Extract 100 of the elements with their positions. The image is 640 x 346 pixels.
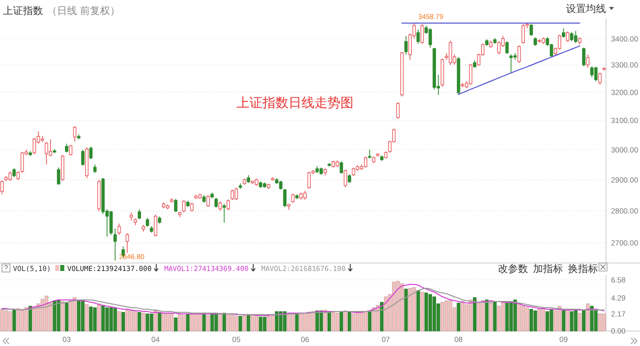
candlestick [48,138,52,157]
bar [501,302,505,332]
bar [218,312,222,332]
bar [444,300,448,332]
bar [472,297,476,332]
bar [521,306,525,332]
candlestick [69,144,72,156]
bar [287,312,291,332]
bar [24,307,28,332]
bar [138,312,142,332]
bar [8,311,12,332]
bar [93,307,97,332]
bar [509,301,513,332]
bar [12,308,16,332]
bar [238,316,242,332]
bar [146,314,150,332]
bar [178,314,182,332]
candlestick [509,54,513,74]
candlestick [530,24,533,36]
bar [113,307,117,332]
candlestick [420,24,424,44]
candlestick [428,28,432,48]
candlestick [8,171,12,182]
bar [234,316,238,332]
candlestick [344,169,348,188]
bar [4,310,8,332]
annotation: 加指标 [533,263,563,275]
bar [170,314,174,332]
bar [396,280,400,332]
candlestick [566,30,570,42]
bar [602,314,606,332]
bar [40,298,44,332]
candlestick [291,193,295,204]
bar [28,306,32,332]
candlestick [230,189,234,201]
bar [340,311,344,332]
bar [198,314,202,332]
bar [594,308,598,332]
candlestick [562,28,566,38]
bar [562,310,566,332]
bar [400,283,404,332]
bar [323,310,327,332]
bar [210,314,214,332]
bar [432,296,436,332]
bar [81,300,85,332]
candlestick [182,200,186,213]
bar [315,310,319,332]
bar [420,292,424,332]
chart-title: 上证指数 [3,5,43,17]
bar [534,310,538,332]
bar [246,315,250,332]
bar [380,302,384,332]
bar [566,308,570,332]
bar [182,315,186,332]
line-series [458,45,580,95]
bar [364,311,368,332]
bar [348,312,352,332]
bar [408,288,412,332]
bar [56,300,60,332]
candlestick [226,199,230,211]
candlestick [20,152,24,174]
candlestick [81,149,84,166]
bar [283,311,287,332]
bar [162,312,166,332]
candlestick [222,203,226,224]
candlestick [469,63,472,86]
bar [307,312,311,332]
bar [97,304,101,332]
bar [456,302,460,332]
bar [448,300,452,332]
bar [166,312,170,332]
bar [404,288,408,332]
bar [352,314,356,332]
text: 设置均线 [566,3,606,15]
bar [590,306,594,332]
bar [513,300,517,332]
candlestick [586,54,590,68]
bar [428,294,432,332]
bar [598,314,602,332]
candlestick [590,66,594,78]
bar [384,296,388,332]
bar [586,304,590,332]
bar [468,300,472,332]
candlestick [73,126,76,142]
bar [311,311,315,332]
bar [190,314,194,332]
candlestick [582,47,586,67]
candlestick [570,32,574,42]
bar [489,302,493,332]
bar [134,311,138,332]
bar [266,316,270,332]
bar [299,314,303,332]
candlestick [594,66,598,82]
candlestick [12,168,16,178]
chart-subtitle: （日线 前复权） [47,5,120,17]
bar [558,306,562,332]
bar [105,307,109,332]
bar [64,302,68,332]
candlestick [448,40,452,66]
bar [262,316,266,332]
